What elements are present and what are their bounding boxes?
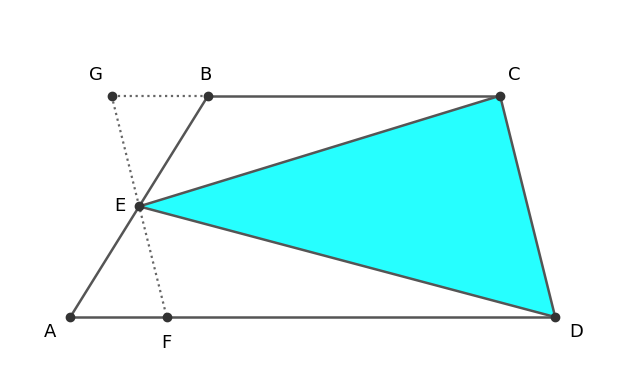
Text: E: E (114, 197, 126, 215)
Text: D: D (569, 323, 583, 341)
Text: B: B (199, 66, 211, 84)
Text: C: C (509, 66, 521, 84)
Text: A: A (44, 323, 57, 341)
Text: G: G (90, 66, 103, 84)
Polygon shape (139, 96, 555, 317)
Text: F: F (162, 334, 172, 352)
